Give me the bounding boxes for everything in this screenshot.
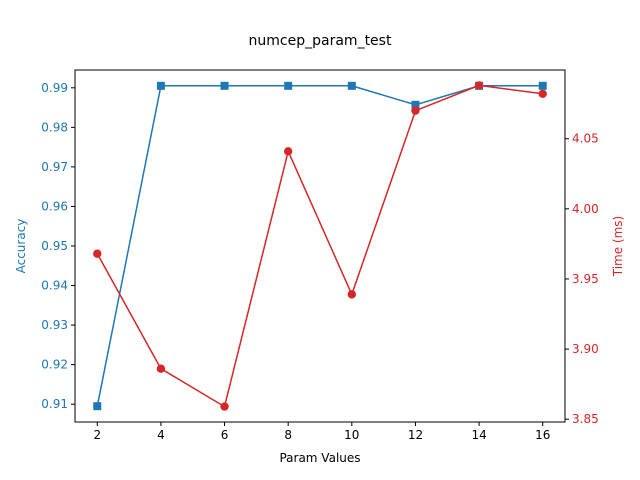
series-right-point (93, 249, 102, 258)
series-right-point (283, 147, 293, 156)
series-right-point (156, 364, 166, 373)
plot-area-frame (74, 69, 566, 423)
x-tick-label: 4 (157, 428, 165, 442)
series-layer (93, 81, 547, 411)
y-left-tick-label: 0.98 (41, 120, 68, 134)
y-left-axis-label: Accuracy (14, 219, 28, 274)
series-left-point (156, 81, 165, 90)
chart-title: numcep_param_test (249, 33, 392, 49)
y-left-tick-label: 0.94 (41, 279, 68, 293)
series-left-point (411, 100, 420, 109)
x-axis-ticks: 2 4 6 8 10 12 14 16 (93, 422, 550, 442)
series-right-point (220, 402, 229, 411)
x-tick-label: 10 (344, 428, 359, 442)
x-tick-label: 12 (408, 428, 423, 442)
y-right-tick-label: 3.85 (572, 412, 599, 426)
series-left-point (220, 81, 229, 90)
series-right-point (474, 81, 484, 90)
y-right-tick-label: 3.95 (572, 272, 599, 286)
y-right-axis-ticks: 3.85 3.90 3.95 4.00 4.05 (565, 132, 599, 426)
y-right-tick-label: 3.90 (572, 342, 599, 356)
series-left-point (347, 81, 356, 90)
y-left-tick-label: 0.97 (41, 160, 68, 174)
y-right-tick-label: 4.00 (572, 202, 599, 216)
y-right-axis-label: Time (ms) (611, 216, 625, 278)
y-left-axis-ticks: 0.91 0.92 0.93 0.94 0.95 0.96 0.97 0.98 0.99 (41, 81, 75, 411)
x-axis-label: Param Values (279, 451, 360, 465)
series-left-point (284, 81, 293, 90)
series-right-point (347, 290, 357, 299)
x-tick-label: 8 (284, 428, 292, 442)
series-left-point (538, 81, 547, 90)
series-left-point (93, 402, 102, 411)
y-left-tick-label: 0.96 (41, 199, 68, 213)
y-left-tick-label: 0.91 (41, 397, 68, 411)
series-right-point (538, 89, 547, 99)
y-right-tick-label: 4.05 (572, 132, 599, 146)
x-tick-label: 14 (471, 428, 486, 442)
x-tick-label: 2 (93, 428, 101, 442)
y-left-tick-label: 0.93 (41, 318, 68, 332)
x-tick-label: 6 (221, 428, 229, 442)
y-left-tick-label: 0.99 (41, 81, 68, 95)
x-tick-label: 16 (535, 428, 550, 442)
series-left-line (96, 85, 543, 407)
series-right-line (96, 84, 543, 408)
series-right-point (411, 106, 420, 115)
y-left-tick-label: 0.92 (41, 358, 68, 372)
y-left-tick-label: 0.95 (41, 239, 68, 253)
